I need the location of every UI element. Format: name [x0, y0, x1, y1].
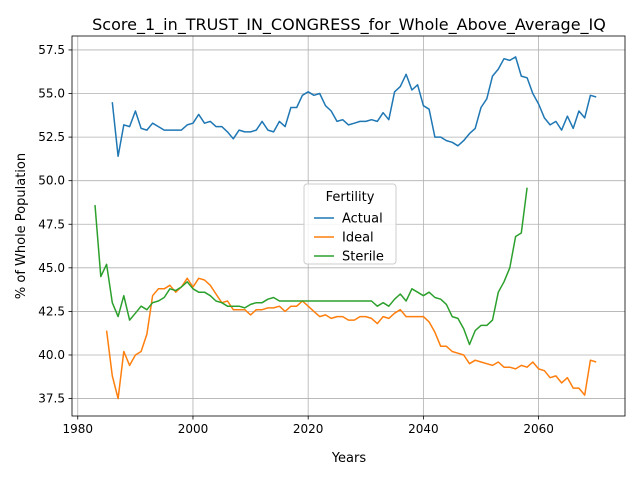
x-axis-ticks: 1980 2000 2020 2040 2060 [62, 416, 554, 436]
x-tick-label: 2060 [523, 422, 554, 436]
y-tick-label: 47.5 [38, 217, 65, 231]
series-lines [94, 56, 597, 400]
y-tick-label: 55.0 [38, 87, 65, 101]
legend-label-ideal: Ideal [342, 231, 374, 246]
x-tick-label: 2000 [178, 422, 209, 436]
y-tick-label: 37.5 [38, 392, 65, 406]
chart-title: Score_1_in_TRUST_IN_CONGRESS_for_Whole_A… [92, 15, 606, 35]
x-tick-label: 2020 [293, 422, 324, 436]
plot-frame [71, 35, 626, 417]
legend-label-actual: Actual [342, 212, 383, 227]
x-tick-label: 1980 [62, 422, 93, 436]
y-tick-label: 52.5 [38, 130, 65, 144]
legend: Fertility Actual Ideal Sterile [303, 183, 397, 265]
x-axis-label: Years [331, 451, 367, 466]
y-tick-label: 42.5 [38, 304, 65, 318]
legend-entries: Actual Ideal Sterile [314, 212, 384, 265]
legend-title: Fertility [326, 190, 375, 205]
y-axis-ticks: 37.5 40.0 42.5 45.0 47.5 50.0 52.5 55.0 57.5 [38, 43, 72, 406]
y-tick-label: 50.0 [38, 174, 65, 188]
y-axis-label: % of Whole Population [14, 153, 29, 299]
y-tick-label: 45.0 [38, 261, 65, 275]
x-tick-label: 2040 [408, 422, 439, 436]
legend-label-sterile: Sterile [342, 250, 384, 265]
y-tick-label: 57.5 [38, 43, 65, 57]
legend-box [303, 183, 397, 265]
series-line-sterile [94, 187, 528, 346]
series-line-actual [111, 56, 597, 158]
series-line-ideal [105, 277, 597, 400]
y-tick-label: 40.0 [38, 348, 65, 362]
